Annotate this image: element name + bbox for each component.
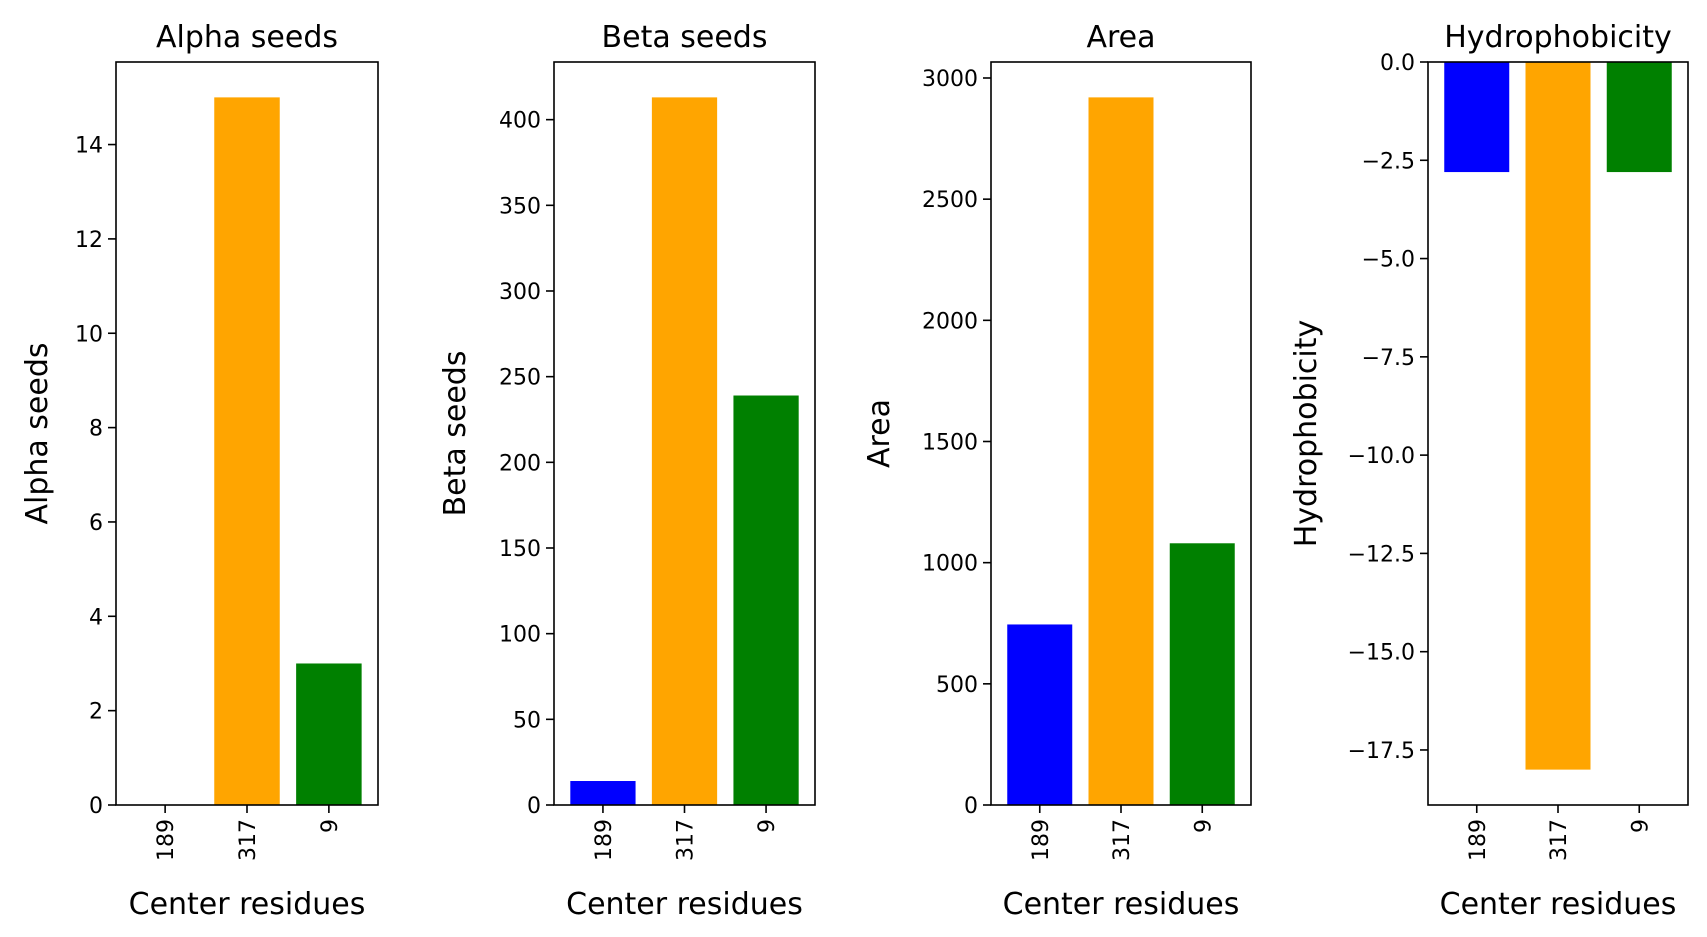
x-tick-label: 189 (1466, 819, 1491, 861)
y-tick-label: −15.0 (1348, 641, 1415, 666)
bar-9 (1169, 543, 1235, 805)
x-tick-label: 9 (1191, 819, 1216, 833)
y-tick-label: 8 (89, 417, 103, 442)
bar-317 (214, 97, 280, 805)
x-tick-label: 189 (154, 819, 179, 861)
y-tick-label: 12 (75, 228, 103, 253)
y-tick-label: 6 (89, 511, 103, 536)
x-tick-label: 9 (1628, 819, 1653, 833)
x-axis-label: Center residues (1003, 887, 1240, 922)
y-axis-label: Beta seeds (438, 351, 473, 517)
y-tick-label: 100 (499, 623, 541, 648)
y-tick-label: −7.5 (1362, 346, 1415, 371)
chart-title: Beta seeds (602, 20, 768, 55)
bar-317 (651, 97, 718, 805)
y-tick-label: 1500 (922, 430, 978, 455)
bar-317 (1525, 62, 1591, 770)
y-tick-label: 350 (499, 194, 541, 219)
y-tick-label: 2500 (922, 188, 978, 213)
axes-frame (990, 61, 1252, 806)
y-tick-label: 0 (964, 794, 978, 819)
bar-9 (733, 395, 799, 805)
bar-189 (1444, 62, 1510, 173)
chart-title: Area (1086, 20, 1155, 55)
y-tick-label: 4 (89, 605, 103, 630)
x-axis-label: Center residues (1440, 887, 1677, 922)
y-tick-label: 0 (89, 794, 103, 819)
y-tick-label: 150 (499, 537, 541, 562)
y-tick-label: 1000 (922, 552, 978, 577)
y-axis-label: Alpha seeds (20, 342, 55, 524)
bar-189 (570, 781, 636, 805)
y-tick-label: 0.0 (1380, 51, 1415, 76)
chart-title: Hydrophobicity (1444, 20, 1672, 55)
y-tick-label: −12.5 (1348, 542, 1415, 567)
bar-9 (296, 663, 362, 805)
x-tick-label: 317 (236, 819, 261, 861)
y-tick-label: −17.5 (1348, 739, 1415, 764)
bar-189 (1007, 624, 1073, 805)
y-tick-label: 0 (527, 794, 541, 819)
y-tick-label: 400 (499, 109, 541, 134)
y-axis-label: Area (862, 399, 897, 468)
y-tick-label: −10.0 (1348, 444, 1415, 469)
bar-9 (1606, 62, 1672, 173)
axes-frame (553, 61, 816, 806)
chart-panel-1: 189 317 9 0 2 4 6 8 10 12 14 Alpha seeds Center resi… (20, 20, 379, 922)
x-tick-label: 317 (674, 819, 699, 861)
y-tick-label: 50 (513, 708, 541, 733)
y-tick-label: 3000 (922, 67, 978, 92)
y-tick-label: 500 (936, 673, 978, 698)
chart-panel-4: 189 317 9 0.0 −2.5 −5.0 −7.5 −10.0 −12.5 −15.0 −17… (1289, 20, 1689, 922)
y-tick-label: 2 (89, 700, 103, 725)
y-tick-label: 250 (499, 366, 541, 391)
axes-frame (115, 61, 379, 806)
y-tick-label: 300 (499, 280, 541, 305)
x-tick-label: 317 (1547, 819, 1572, 861)
y-tick-label: 14 (75, 134, 103, 159)
y-tick-label: 10 (75, 322, 103, 347)
x-tick-label: 189 (592, 819, 617, 861)
chart-panel-2: 189 317 9 0 50 100 150 200 250 300 350 400 Beta seed… (438, 20, 816, 922)
chart-title: Alpha seeds (156, 20, 338, 55)
y-axis-label: Hydrophobicity (1289, 320, 1324, 548)
chart-panel-3: 189 317 9 0 500 1000 1500 2000 2500 3000 Area Cente… (862, 20, 1252, 922)
x-tick-label: 317 (1110, 819, 1135, 861)
x-axis-label: Center residues (566, 887, 803, 922)
x-tick-label: 9 (318, 819, 343, 833)
x-tick-label: 189 (1029, 819, 1054, 861)
y-tick-label: −5.0 (1362, 248, 1415, 273)
x-axis-label: Center residues (129, 887, 366, 922)
x-tick-label: 9 (755, 819, 780, 833)
y-tick-label: −2.5 (1362, 149, 1415, 174)
y-tick-label: 2000 (922, 309, 978, 334)
y-tick-label: 200 (499, 451, 541, 476)
bar-317 (1088, 97, 1154, 805)
axes-frame (1427, 61, 1689, 806)
